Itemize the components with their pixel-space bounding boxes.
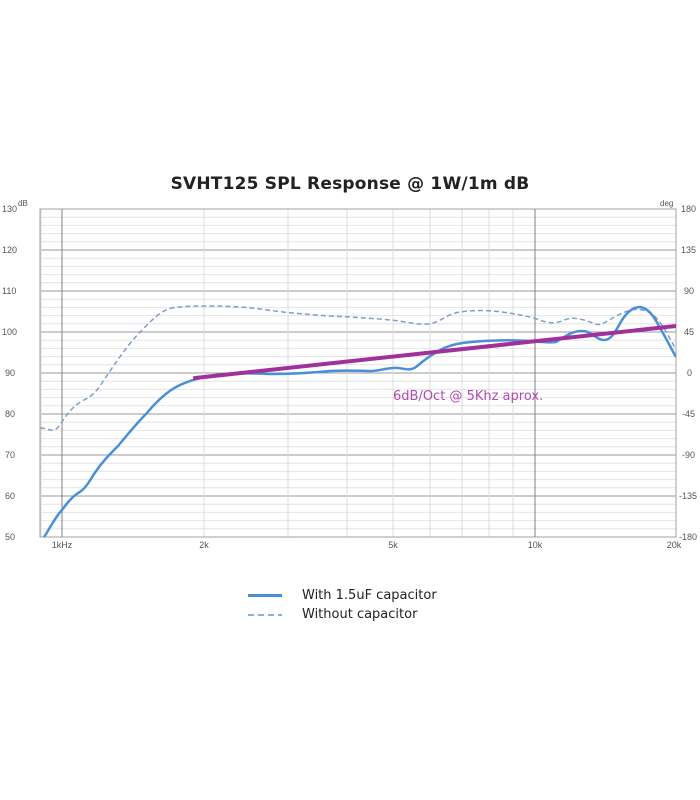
svg-text:-45: -45 — [682, 409, 695, 419]
y-unit-label: dB — [18, 199, 28, 208]
svg-text:180: 180 — [681, 204, 696, 214]
svg-text:20k: 20k — [667, 540, 682, 550]
svg-text:1kHz: 1kHz — [52, 540, 73, 550]
slope-annotation: 6dB/Oct @ 5Khz aprox. — [393, 389, 543, 404]
legend-label: With 1.5uF capacitor — [302, 588, 437, 603]
svg-text:80: 80 — [5, 409, 15, 419]
dashed-line-swatch-icon — [248, 613, 282, 616]
legend-item-with-capacitor: With 1.5uF capacitor — [248, 586, 437, 605]
y-axis-left: 130 120 110 100 90 80 70 60 50 dB — [2, 199, 28, 542]
legend: With 1.5uF capacitor Without capacitor — [248, 586, 437, 624]
reference-6db-oct-line — [193, 324, 676, 380]
svg-text:90: 90 — [684, 286, 694, 296]
svg-text:70: 70 — [5, 450, 15, 460]
legend-item-without-capacitor: Without capacitor — [248, 605, 437, 624]
svg-text:-180: -180 — [679, 532, 697, 542]
svg-text:100: 100 — [2, 327, 17, 337]
svg-text:0: 0 — [687, 368, 692, 378]
svg-text:10k: 10k — [528, 540, 543, 550]
y-axis-right: 180 135 90 45 0 -45 -90 -135 -180 deg — [660, 199, 697, 542]
svg-text:50: 50 — [5, 532, 15, 542]
minor-h-grid — [40, 216, 676, 530]
svg-text:5k: 5k — [388, 540, 398, 550]
svg-text:60: 60 — [5, 491, 15, 501]
svg-text:-135: -135 — [679, 491, 697, 501]
legend-label: Without capacitor — [302, 607, 418, 622]
series-without-capacitor — [40, 305, 676, 431]
chart-title: SVHT125 SPL Response @ 1W/1m dB — [170, 174, 530, 194]
plot-border — [39, 208, 677, 538]
series-with-capacitor — [42, 305, 676, 537]
svg-text:135: 135 — [681, 245, 696, 255]
solid-line-swatch-icon — [248, 594, 282, 597]
svg-text:90: 90 — [5, 368, 15, 378]
svg-text:130: 130 — [2, 204, 17, 214]
svg-text:-90: -90 — [682, 450, 695, 460]
major-v-grid — [61, 209, 536, 537]
svg-text:2k: 2k — [199, 540, 209, 550]
svg-text:45: 45 — [684, 327, 694, 337]
x-axis: 1kHz 2k 5k 10k 20k — [52, 540, 682, 550]
svg-text:110: 110 — [2, 286, 16, 296]
y2-unit-label: deg — [660, 199, 673, 208]
svg-text:120: 120 — [2, 245, 17, 255]
